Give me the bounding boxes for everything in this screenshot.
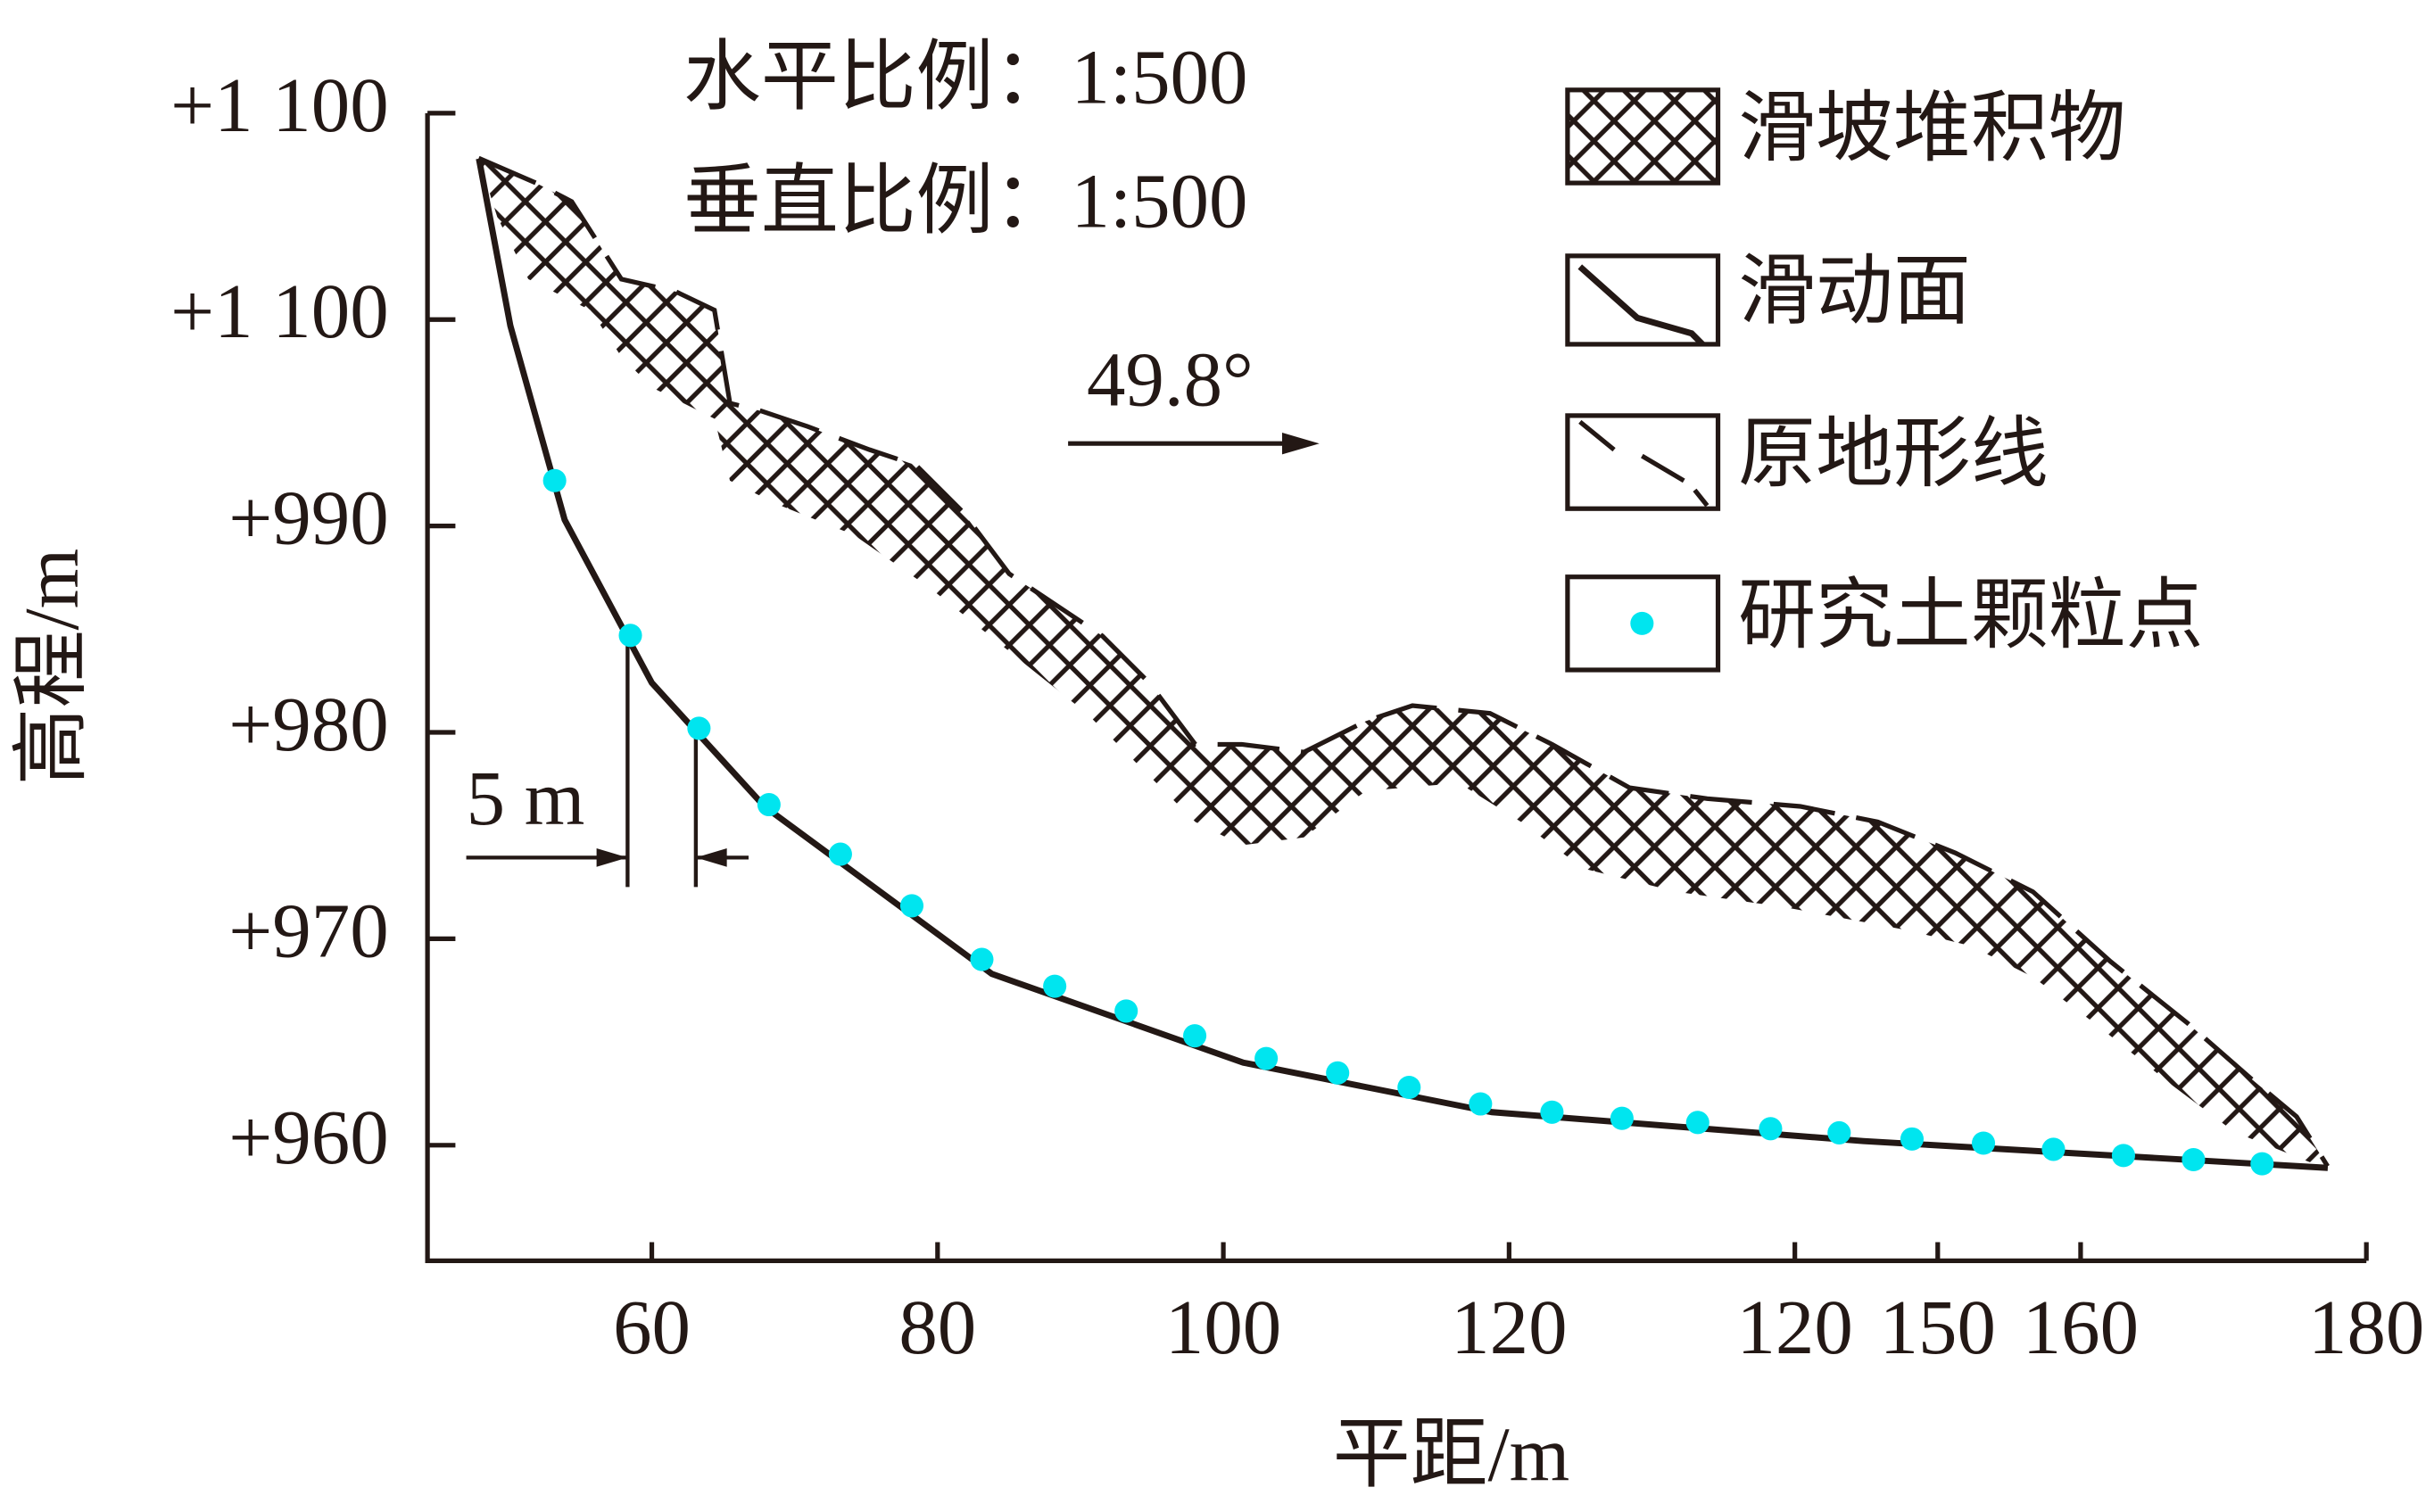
particle-point — [1971, 1131, 1996, 1155]
x-tick-label: 80 — [898, 1285, 976, 1370]
x-tick-label: 60 — [613, 1285, 691, 1370]
particle-point — [1610, 1106, 1634, 1130]
particle-point — [542, 468, 567, 492]
dimension — [466, 634, 749, 888]
legend: 滑坡堆积物 滑动面 原地形线 研究土颗粒点 — [1565, 86, 2204, 673]
y-tick-label: +1 100 — [170, 62, 389, 148]
legend-icon — [1577, 264, 1705, 347]
particle-point — [1114, 999, 1138, 1023]
particle-point — [1397, 1075, 1421, 1100]
x-tick-label: 160 — [2023, 1285, 2139, 1370]
particle-point — [1827, 1120, 1851, 1144]
particle-point — [1326, 1061, 1350, 1085]
annotation: 49.8° — [1087, 337, 1254, 423]
particle-point — [1254, 1046, 1279, 1070]
arrow-head — [596, 847, 727, 867]
particle-point — [2250, 1152, 2274, 1176]
y-tick-label: +970 — [228, 888, 388, 973]
original-terrain — [477, 155, 2330, 1168]
particle-point — [828, 842, 852, 866]
x-tick-label: 180 — [2308, 1285, 2424, 1370]
x-tick-label: 100 — [1165, 1285, 1281, 1370]
annotation: 5 m — [467, 756, 585, 841]
particle-point — [1183, 1024, 1207, 1048]
y-tick-label: +1 100 — [170, 269, 389, 354]
legend-swatch — [1565, 253, 1721, 347]
legend-icon — [1630, 611, 1654, 635]
particle-point — [1540, 1100, 1564, 1124]
legend-swatch — [1565, 574, 1721, 673]
x-tick-label: 120 — [1451, 1285, 1567, 1370]
x-tick-label: 150 — [1880, 1285, 1996, 1370]
particle-point — [757, 792, 781, 817]
particle-point — [1469, 1092, 1493, 1116]
particle-point — [1043, 974, 1067, 998]
y-tick-label: +960 — [228, 1095, 388, 1180]
x-axis-label: 平距/m — [1333, 1411, 1570, 1497]
legend-label: 滑坡堆积物 — [1738, 86, 2126, 171]
slip-surface — [476, 158, 2329, 1171]
legend-swatch — [1565, 413, 1721, 511]
particle-point — [1685, 1111, 1710, 1135]
arrow-head — [1282, 433, 1320, 455]
axes — [425, 112, 2367, 1263]
legend-label: 研究土颗粒点 — [1738, 573, 2203, 658]
particle-point — [970, 947, 994, 971]
legend-icon — [1578, 419, 1710, 508]
legend-swatch — [1565, 87, 1721, 186]
annotation: 垂直比例：1:500 — [683, 159, 1248, 244]
particle-point — [1759, 1117, 1783, 1141]
y-tick-label: +980 — [228, 682, 388, 767]
legend-label: 原地形线 — [1738, 411, 2049, 497]
x-tick-label: 120 — [1736, 1285, 1852, 1370]
deposit — [478, 158, 2328, 1167]
particle-point — [2181, 1147, 2206, 1172]
y-axis-label: 高程/m — [9, 549, 95, 786]
particle-point — [1900, 1127, 1924, 1151]
legend-label: 滑动面 — [1738, 248, 1971, 334]
particle-point — [687, 716, 711, 740]
y-tick-label: +990 — [228, 475, 388, 561]
particle-point — [618, 624, 642, 648]
particle-point — [899, 894, 924, 918]
particle-point — [2111, 1144, 2136, 1168]
particle-point — [2041, 1137, 2066, 1161]
annotation: 水平比例：1:500 — [683, 35, 1248, 120]
